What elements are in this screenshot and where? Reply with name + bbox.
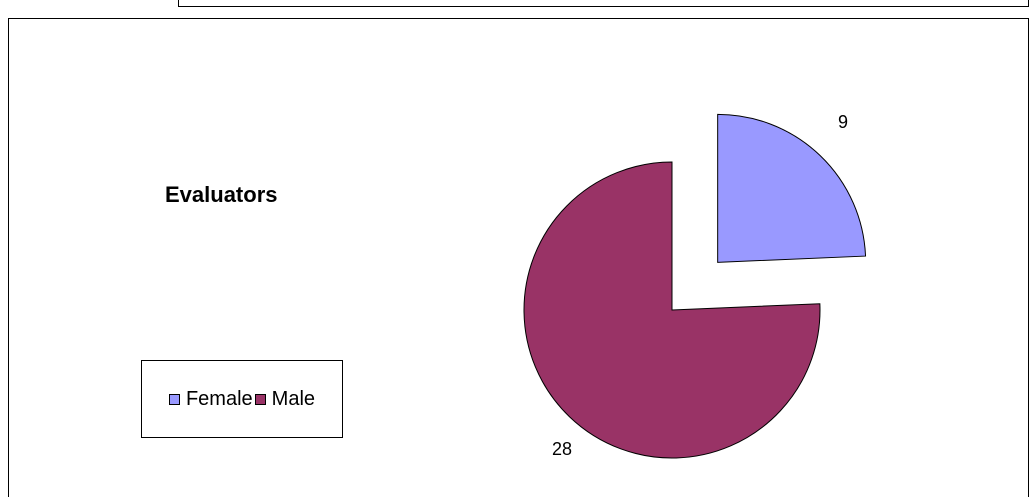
pie-slice-male	[523, 161, 821, 459]
legend-entry-female: Female	[168, 387, 253, 411]
pie-slice-female	[717, 113, 867, 263]
pie-data-label-male: 28	[552, 439, 572, 459]
legend-swatch-female	[168, 393, 180, 405]
legend-label-male: Male	[271, 387, 316, 410]
legend-swatch-male	[254, 393, 266, 405]
chart-legend: Female Male	[141, 360, 343, 438]
legend-label-female: Female	[185, 387, 253, 410]
chart-title: Evaluators	[165, 182, 278, 207]
top-frame-strip	[178, 0, 1029, 7]
pie-data-label-female: 9	[838, 112, 848, 132]
legend-entry-male: Male	[254, 387, 316, 411]
